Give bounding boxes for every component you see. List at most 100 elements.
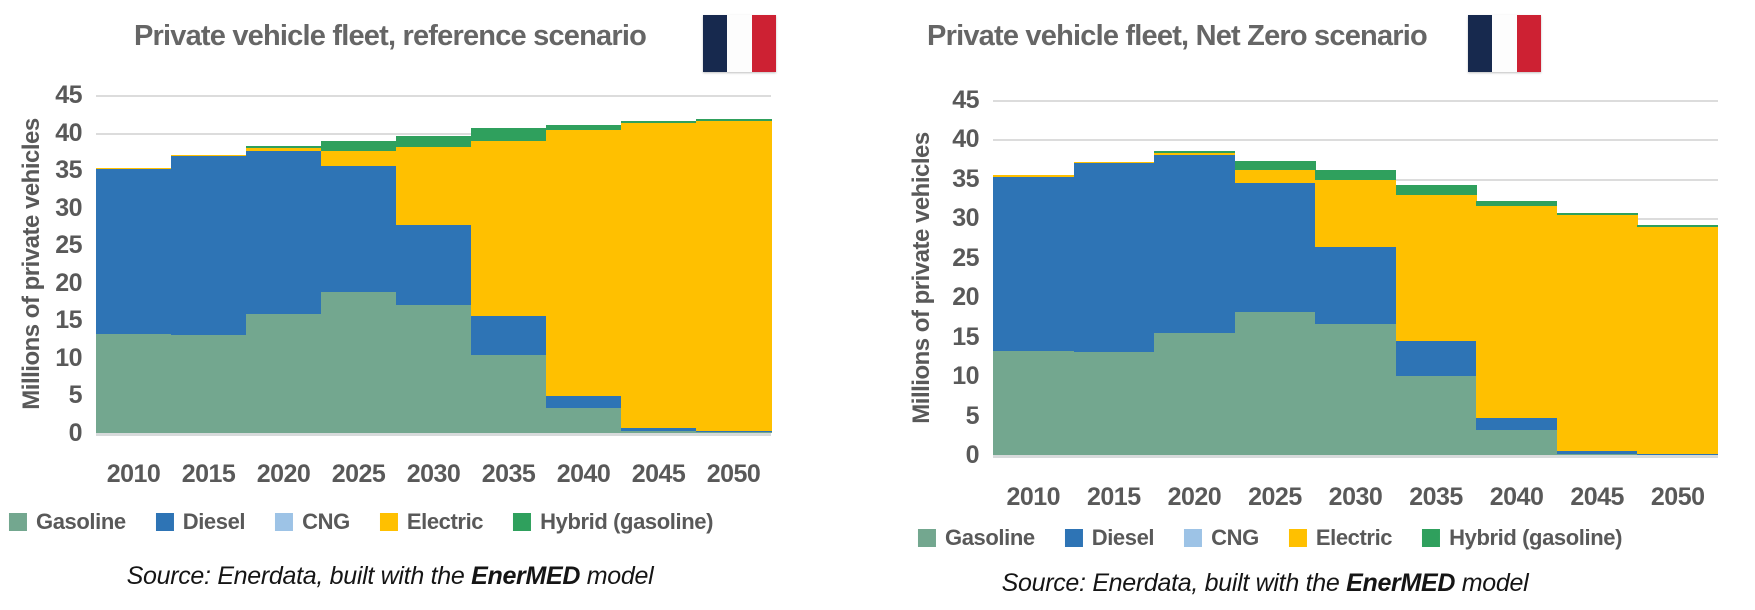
gridline-35 [993, 178, 1718, 181]
y-tick-40: 40 [952, 125, 979, 154]
x-tick-2040: 2040 [556, 460, 611, 488]
gridline-20 [96, 282, 771, 285]
legend: Gasoline Diesel CNG Electric Hybrid (gasolin… [8, 509, 713, 535]
bar-2035-hybrid-gasoline [1395, 185, 1477, 195]
bar-2010-electric [993, 174, 1075, 178]
bar-2030-gasoline [396, 305, 472, 433]
plot-area [96, 95, 772, 436]
bar-2010-electric [96, 167, 172, 170]
x-tick-2020: 2020 [256, 460, 311, 488]
legend-label-cng: CNG [302, 509, 350, 534]
bar-2030-gasoline [1315, 324, 1397, 455]
x-axis-tick-labels: 2010 2015 2020 2025 2030 2035 2040 2045 2050 [993, 483, 1718, 513]
source-note: Source: Enerdata, built with the EnerMED… [1002, 569, 1529, 598]
legend-item-cng: CNG [275, 509, 350, 535]
gridline-15 [96, 320, 771, 323]
gridline-10 [993, 376, 1718, 379]
bar-2045-hybrid-gasoline [1556, 212, 1638, 216]
legend-item-hybrid-gasoline: Hybrid (gasoline) [513, 509, 713, 535]
bar-2045-gasoline [621, 430, 697, 433]
bar-2025-electric [1234, 170, 1316, 183]
x-tick-2035: 2035 [481, 460, 536, 488]
gridline-40 [96, 132, 771, 135]
flag-blue-stripe [1468, 15, 1493, 72]
source-model-name: EnerMED [471, 562, 581, 590]
legend-label-electric: Electric [406, 509, 484, 534]
y-tick-15: 15 [55, 306, 82, 335]
bar-2010-diesel [96, 169, 172, 334]
legend-label-gasoline: Gasoline [35, 509, 126, 534]
y-tick-45: 45 [55, 81, 82, 109]
france-flag-icon [1468, 15, 1541, 72]
y-tick-15: 15 [952, 322, 979, 351]
bar-2030-diesel [396, 224, 472, 306]
x-tick-2010: 2010 [1006, 483, 1061, 511]
y-tick-30: 30 [952, 204, 979, 233]
legend-item-hybrid-gasoline: Hybrid (gasoline) [1422, 525, 1622, 551]
legend-swatch-hybrid-gasoline [513, 513, 532, 531]
bar-2025-diesel [1234, 182, 1316, 313]
bar-2020-gasoline [246, 314, 322, 433]
bar-2030-hybrid-gasoline [396, 136, 472, 147]
gridline-30 [96, 207, 771, 210]
bar-2020-diesel [1154, 155, 1236, 333]
bar-2020-gasoline [1154, 332, 1236, 455]
flag-blue-stripe [703, 15, 728, 72]
bar-2015-electric [1073, 162, 1155, 164]
legend-swatch-gasoline [917, 529, 936, 547]
x-axis-tick-labels: 2010 2015 2020 2025 2030 2035 2040 2045 2050 [96, 460, 771, 490]
bar-2025-hybrid-gasoline [1234, 160, 1316, 171]
bar-2040-gasoline [1476, 429, 1558, 455]
bar-2015-gasoline [1073, 352, 1155, 455]
bar-2040-diesel [1476, 417, 1558, 430]
flag-red-stripe [751, 15, 776, 72]
legend-label-hybrid-gasoline: Hybrid (gasoline) [1449, 525, 1623, 550]
legend-item-cng: CNG [1184, 525, 1259, 551]
legend-item-diesel: Diesel [1064, 525, 1155, 551]
bar-2035-hybrid-gasoline [471, 128, 547, 141]
gridline-20 [993, 297, 1718, 300]
bar-2020-hybrid-gasoline [1154, 151, 1236, 153]
bar-2040-electric [1476, 205, 1558, 418]
source-text-suffix: model [580, 562, 654, 590]
flag-white-stripe [727, 15, 752, 72]
bar-2040-gasoline [546, 408, 622, 433]
bar-2035-electric [1395, 194, 1477, 341]
y-tick-0: 0 [965, 441, 980, 469]
bar-2050-electric [1637, 227, 1719, 455]
legend-label-cng: CNG [1211, 525, 1259, 550]
bar-2035-electric [471, 140, 547, 316]
source-model-name: EnerMED [1346, 569, 1456, 597]
bar-2015-diesel [171, 155, 247, 336]
gridline-40 [993, 139, 1718, 142]
y-axis-tick-labels: 0 5 10 15 20 25 30 35 40 45 [931, 87, 980, 468]
bar-2045-hybrid-gasoline [621, 120, 697, 123]
legend-swatch-diesel [1064, 529, 1083, 547]
x-tick-2015: 2015 [181, 460, 236, 488]
gridline-45 [96, 95, 771, 97]
bar-2015-diesel [1073, 163, 1155, 353]
bar-2035-gasoline [471, 354, 547, 433]
bar-2020-electric [246, 147, 322, 151]
legend-swatch-diesel [155, 513, 174, 531]
gridline-10 [96, 357, 771, 360]
legend-item-diesel: Diesel [155, 509, 246, 535]
y-tick-5: 5 [965, 401, 980, 430]
legend-swatch-hybrid-gasoline [1422, 529, 1441, 547]
source-text-prefix: Source: Enerdata, built with the [1001, 569, 1347, 597]
bar-2050-diesel [1637, 454, 1719, 455]
y-tick-10: 10 [55, 343, 82, 372]
x-tick-2035: 2035 [1409, 483, 1463, 511]
legend-item-electric: Electric [1288, 525, 1393, 551]
gridline-45 [993, 100, 1718, 102]
x-tick-2040: 2040 [1489, 483, 1544, 511]
y-tick-30: 30 [55, 193, 82, 222]
y-tick-10: 10 [952, 362, 979, 391]
x-tick-2015: 2015 [1087, 483, 1141, 511]
legend: Gasoline Diesel CNG Electric Hybrid (gasolin… [917, 525, 1622, 551]
y-tick-25: 25 [952, 243, 979, 272]
bar-2030-electric [1315, 180, 1397, 247]
